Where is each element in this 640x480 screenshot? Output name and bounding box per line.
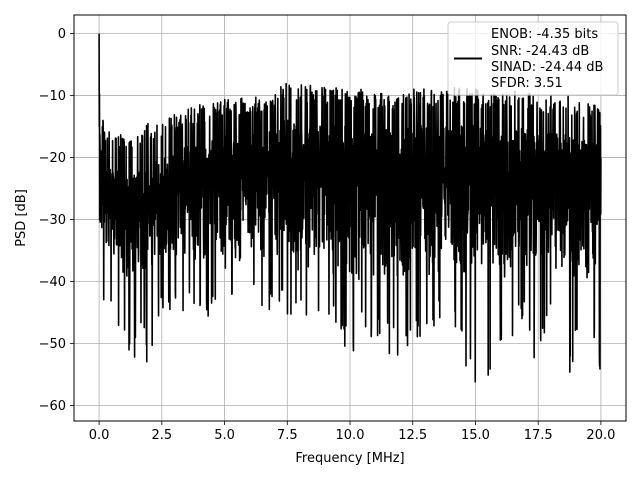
- y-tick-label: −60: [39, 399, 66, 414]
- y-axis-label: PSD [dB]: [14, 189, 29, 247]
- y-tick-label: −30: [39, 213, 66, 228]
- x-tick-label: 20.0: [586, 428, 615, 443]
- y-axis-ticks: 0 −10 −20 −30 −40 −50 −60: [39, 27, 74, 414]
- x-tick-label: 12.5: [398, 428, 427, 443]
- legend-snr: SNR: -24.43 dB: [491, 44, 589, 59]
- x-tick-label: 0.0: [89, 428, 110, 443]
- legend: ENOB: -4.35 bits SNR: -24.43 dB SINAD: -…: [447, 21, 619, 96]
- plot-area: [98, 33, 602, 383]
- x-tick-label: 5.0: [214, 428, 235, 443]
- psd-series-line: [98, 33, 602, 383]
- legend-sfdr: SFDR: 3.51: [491, 76, 563, 91]
- y-tick-label: −40: [39, 275, 66, 290]
- legend-enob: ENOB: -4.35 bits: [491, 27, 598, 42]
- y-tick-label: −50: [39, 337, 66, 352]
- x-tick-label: 17.5: [524, 428, 553, 443]
- legend-sinad: SINAD: -24.44 dB: [491, 60, 603, 75]
- y-tick-label: 0: [58, 27, 66, 42]
- y-tick-label: −20: [39, 151, 66, 166]
- x-tick-label: 7.5: [277, 428, 298, 443]
- x-tick-label: 15.0: [461, 428, 490, 443]
- y-tick-label: −10: [39, 89, 66, 104]
- x-axis-ticks: 0.0 2.5 5.0 7.5 10.0 12.5 15.0 17.5 20.0: [89, 421, 615, 443]
- x-tick-label: 2.5: [151, 428, 172, 443]
- x-tick-label: 10.0: [336, 428, 365, 443]
- x-axis-label: Frequency [MHz]: [295, 451, 404, 466]
- legend-box: [447, 21, 619, 96]
